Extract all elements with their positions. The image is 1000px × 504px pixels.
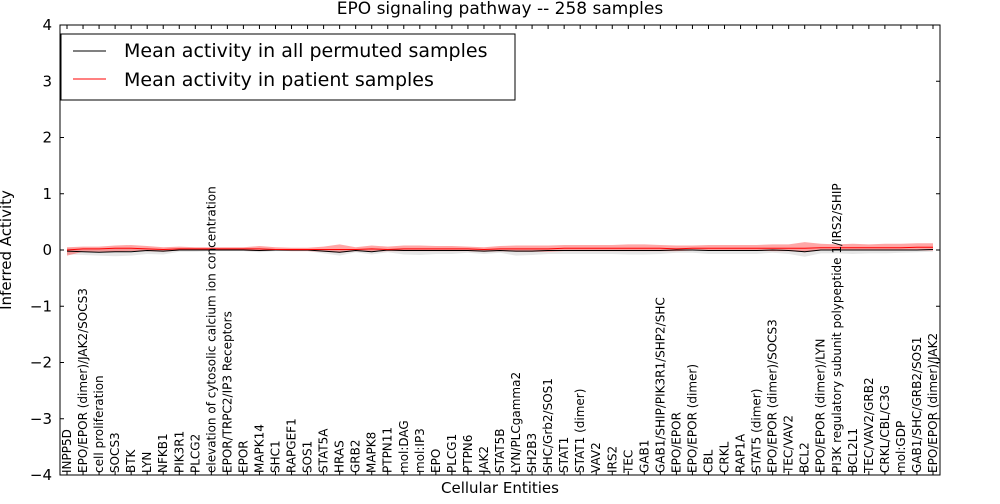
x-category-label: VAV2	[589, 442, 603, 473]
x-category-label: cell proliferation	[92, 375, 106, 473]
legend-box	[60, 33, 516, 101]
x-category-label: mol:IP3	[413, 428, 427, 473]
x-category-label: EPO	[429, 449, 443, 473]
x-category-label: LYN	[140, 452, 154, 473]
legend-label-permuted: Mean activity in all permuted samples	[124, 40, 487, 62]
x-category-label: BCL2L1	[846, 428, 860, 473]
x-category-label: SOS1	[301, 441, 315, 473]
x-category-label: GRB2	[349, 439, 363, 473]
x-category-label: RAP1A	[734, 433, 748, 473]
x-category-label: TEC/VAV2/GRB2	[862, 377, 876, 474]
legend-label-patient: Mean activity in patient samples	[124, 69, 434, 91]
x-category-label: EPO/EPOR (dimer)/JAK2/SOCS3	[76, 288, 90, 473]
x-category-label: EPO/EPOR	[669, 412, 683, 473]
x-category-label: IRS2	[605, 446, 619, 473]
y-tick-labels: −4 −3 −2 −1 0 1 2 3 4	[30, 16, 52, 484]
x-category-label: STAT5A	[317, 428, 331, 473]
line-series-0	[66, 248, 934, 253]
series-lines	[66, 246, 934, 253]
x-category-label: mol:DAG	[397, 420, 411, 473]
x-category-label: TEC	[621, 450, 635, 474]
x-category-label: EPO/EPOR (dimer)	[685, 364, 699, 473]
x-category-label: SH2B3	[525, 433, 539, 473]
x-category-label: elevation of cytosolic calcium ion conce…	[204, 186, 218, 473]
x-category-label: GAB1/SHC/GRB2/SOS1	[910, 337, 924, 473]
chart-title: EPO signaling pathway -- 258 samples	[337, 0, 664, 19]
x-category-label: EPOR	[236, 440, 250, 473]
y-tick-label: 3	[42, 72, 52, 90]
y-tick-label: −2	[30, 354, 52, 372]
x-category-label: mol:GDP	[894, 421, 908, 473]
y-tick-label: 0	[42, 241, 52, 259]
x-category-label: INPP5D	[60, 429, 74, 473]
line-series-1	[66, 246, 933, 251]
x-category-labels: INPP5D EPO/EPOR (dimer)/JAK2/SOCS3 cell pr…	[60, 183, 940, 474]
x-category-label: PTPN6	[461, 435, 475, 473]
x-category-label: GAB1	[637, 440, 651, 473]
x-category-label: PI3K regulatory subunit polypeptide 1/IR…	[830, 183, 844, 473]
y-tick-label: 4	[42, 16, 52, 34]
y-tick-label: −1	[30, 297, 52, 315]
y-tick-label: −3	[30, 410, 52, 428]
x-category-label: RAPGEF1	[285, 418, 299, 473]
x-category-label: GAB1/SHIP/PIK3R1/SHP2/SHC	[653, 297, 667, 473]
x-category-label: STAT1 (dimer)	[573, 389, 587, 473]
x-category-label: STAT5 (dimer)	[750, 389, 764, 473]
x-category-label: SHC1	[268, 440, 282, 473]
x-category-label: PTPN11	[381, 427, 395, 473]
x-category-label: NFKB1	[156, 433, 170, 473]
x-category-label: CRKL	[718, 441, 732, 473]
x-category-label: PLCG1	[445, 434, 459, 473]
x-category-label: SOCS3	[108, 432, 122, 473]
x-category-label: BTK	[124, 448, 138, 473]
x-category-label: HRAS	[333, 440, 347, 473]
x-axis-label: Cellular Entities	[441, 479, 559, 497]
x-category-label: TEC/VAV2	[782, 415, 796, 474]
x-category-label: CBL	[701, 449, 715, 473]
x-category-label: EPOR/TRPC2/IP3 Receptors	[220, 311, 234, 473]
x-category-label: STAT1	[557, 437, 571, 473]
x-category-label: CRKL/CBL/C3G	[878, 385, 892, 473]
x-category-label: SHC/Grb2/SOS1	[541, 378, 555, 473]
y-tick-label: 1	[42, 185, 52, 203]
x-category-label: EPO/EPOR (dimer)/JAK2	[926, 333, 940, 473]
x-category-label: PIK3R1	[172, 431, 186, 473]
y-tick-label: −4	[30, 466, 52, 484]
y-tick-label: 2	[42, 129, 52, 147]
x-category-label: LYN/PLCgamma2	[509, 372, 523, 473]
x-category-label: MAPK8	[365, 432, 379, 473]
x-category-label: EPO/EPOR (dimer)/SOCS3	[766, 319, 780, 473]
x-category-label: EPO/EPOR (dimer)/LYN	[814, 339, 828, 473]
x-category-label: STAT5B	[493, 429, 507, 474]
x-category-label: BCL2	[798, 442, 812, 473]
x-category-label: PLCG2	[188, 434, 202, 473]
y-axis-label: Inferred Activity	[0, 190, 15, 310]
x-category-label: MAPK14	[252, 424, 266, 473]
x-category-label: JAK2	[477, 446, 491, 474]
legend: Mean activity in all permuted samples Me…	[60, 33, 516, 101]
